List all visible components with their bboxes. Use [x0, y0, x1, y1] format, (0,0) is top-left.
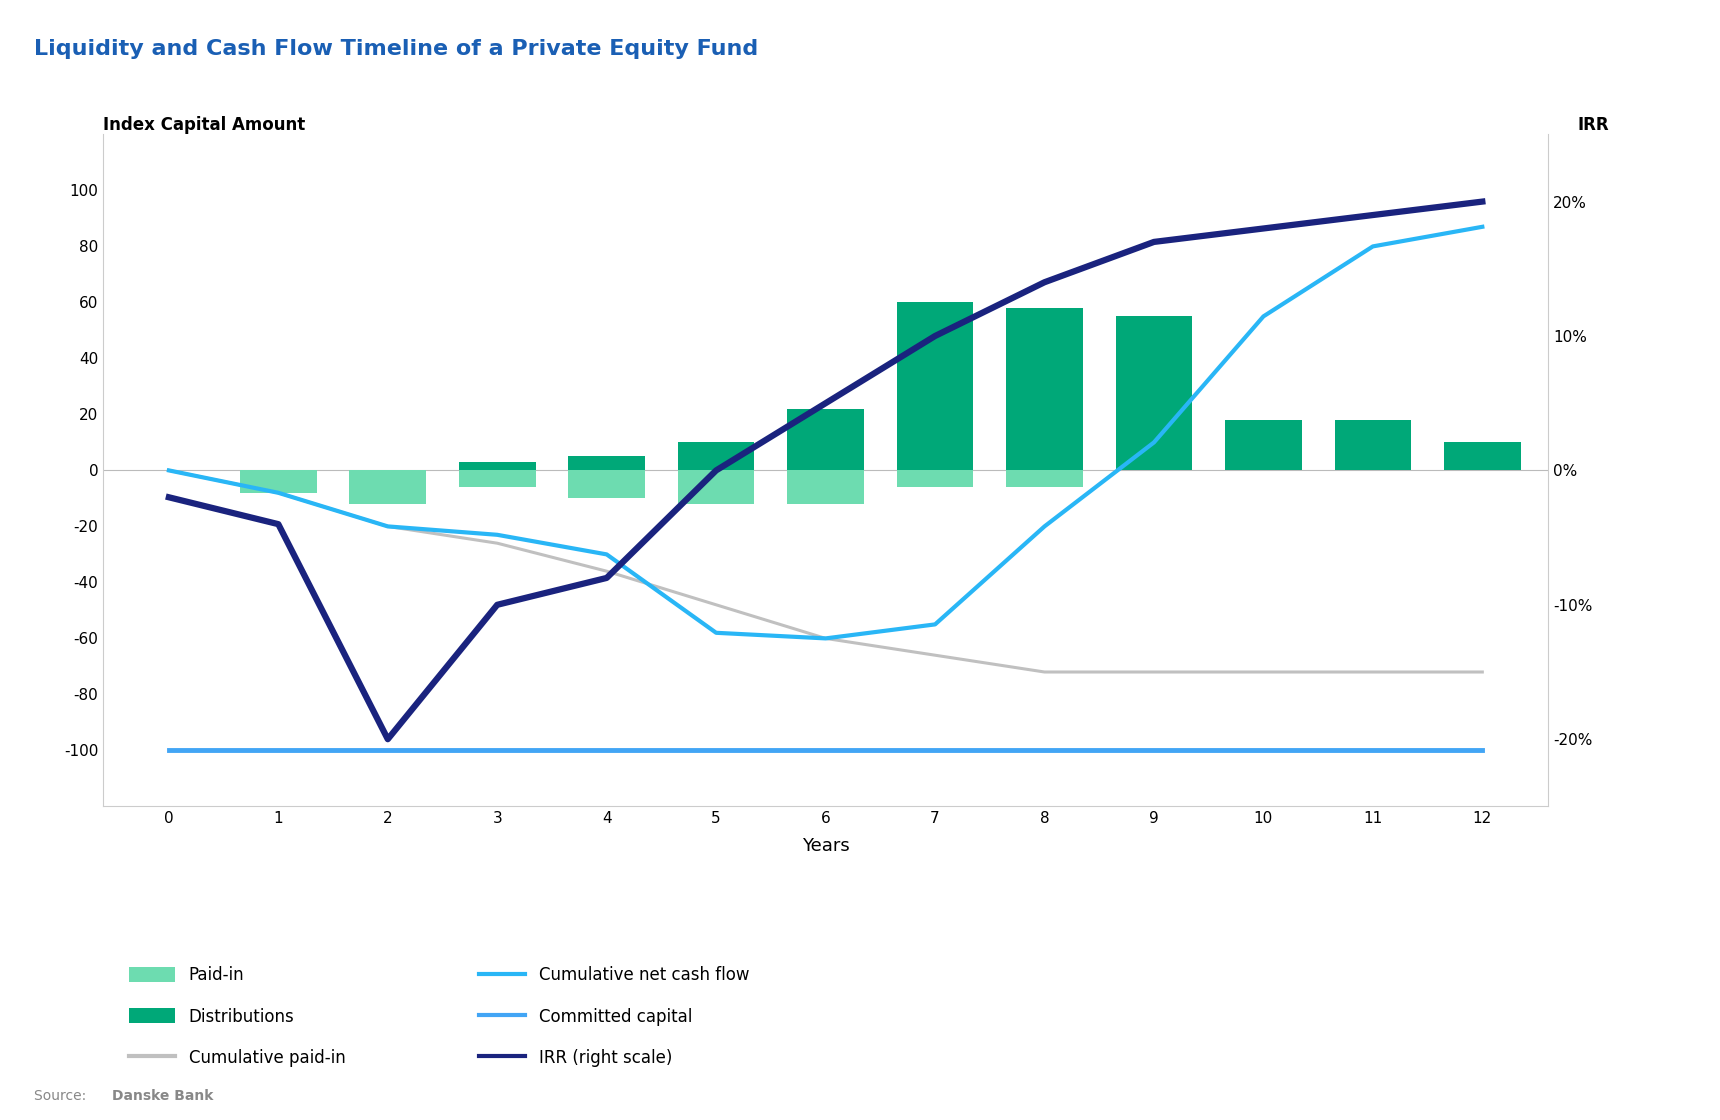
Bar [896, 302, 974, 470]
Text: Liquidity and Cash Flow Timeline of a Private Equity Fund: Liquidity and Cash Flow Timeline of a Pr… [34, 39, 759, 59]
Bar [1445, 442, 1520, 470]
Bar [1006, 470, 1084, 487]
Bar [896, 470, 974, 487]
Bar [678, 470, 755, 504]
Bar [568, 470, 645, 498]
Text: Source:: Source: [34, 1089, 91, 1103]
Bar [678, 442, 755, 470]
Bar [459, 461, 535, 470]
Bar [459, 470, 535, 487]
Bar [788, 470, 863, 504]
Bar [568, 457, 645, 470]
Bar [1335, 420, 1410, 470]
Bar [1006, 308, 1084, 470]
Text: Index Capital Amount: Index Capital Amount [103, 116, 306, 134]
Bar [349, 470, 427, 504]
Bar [1225, 420, 1302, 470]
X-axis label: Years: Years [802, 838, 850, 856]
Text: IRR: IRR [1577, 116, 1608, 134]
Bar [1116, 316, 1192, 470]
Bar [788, 409, 863, 470]
Text: Danske Bank: Danske Bank [112, 1089, 213, 1103]
Bar [241, 470, 316, 493]
Legend: Paid-in, Distributions, Cumulative paid-in, Cumulative net cash flow, Committed : Paid-in, Distributions, Cumulative paid-… [129, 967, 750, 1067]
